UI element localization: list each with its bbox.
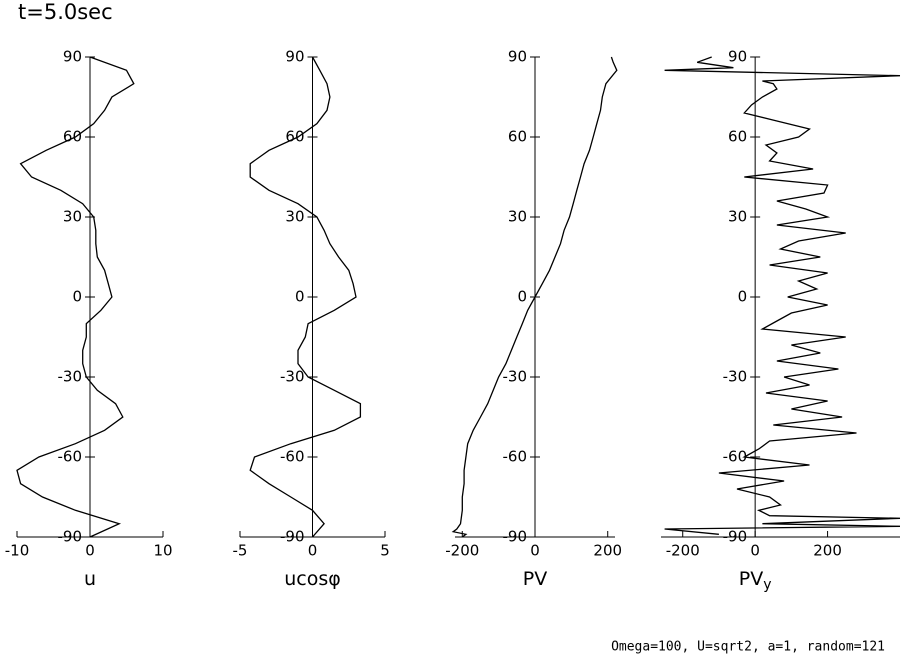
x-tick-label: -10: [5, 542, 30, 560]
profile-line: [664, 56, 901, 535]
y-tick-label: 30: [63, 208, 82, 226]
y-tick-label: -30: [723, 368, 748, 386]
x-tick-label: 10: [153, 542, 172, 560]
y-tick-label: 60: [285, 128, 304, 146]
profile-line: [16, 56, 135, 538]
x-tick-label: -5: [233, 542, 248, 560]
profile-line: [249, 56, 362, 538]
x-tick-label: 0: [530, 542, 540, 560]
y-tick-label: -60: [58, 448, 83, 466]
y-tick-label: -30: [503, 368, 528, 386]
y-tick-label: 30: [508, 208, 527, 226]
x-tick-label: 200: [813, 542, 842, 560]
y-tick-label: 90: [728, 48, 747, 66]
y-tick-label: 60: [508, 128, 527, 146]
y-tick-label: -30: [280, 368, 305, 386]
footer-note: Omega=100, U=sqrt2, a=1, random=121: [611, 640, 885, 654]
y-tick-label: 0: [72, 288, 82, 306]
x-axis-label-text: PV: [739, 568, 763, 590]
x-axis-label-subscript: y: [763, 577, 771, 593]
y-tick-label: -90: [280, 528, 305, 546]
x-axis-label: ucosφ: [284, 568, 341, 590]
x-tick-label: -200: [666, 542, 700, 560]
x-axis-label: u: [84, 568, 96, 590]
y-tick-label: 0: [738, 288, 748, 306]
y-tick-label: -90: [58, 528, 83, 546]
y-tick-label: -90: [503, 528, 528, 546]
x-tick-label: -200: [445, 542, 479, 560]
x-axis-label-text: ucosφ: [284, 568, 341, 590]
y-tick-label: 60: [63, 128, 82, 146]
y-tick-label: 0: [295, 288, 305, 306]
profile-line: [451, 56, 618, 538]
x-tick-label: 0: [750, 542, 760, 560]
y-tick-label: -90: [723, 528, 748, 546]
y-tick-label: -30: [58, 368, 83, 386]
y-tick-label: 30: [285, 208, 304, 226]
chart-title: t=5.0sec: [18, 0, 113, 24]
y-tick-label: 60: [728, 128, 747, 146]
x-tick-label: 200: [593, 542, 622, 560]
x-axis-label: PV: [523, 568, 547, 590]
x-axis-label-text: u: [84, 568, 96, 590]
y-tick-label: 90: [285, 48, 304, 66]
y-tick-label: 90: [63, 48, 82, 66]
y-tick-label: 0: [517, 288, 527, 306]
x-axis-label: PVy: [739, 568, 772, 594]
x-tick-label: 0: [85, 542, 95, 560]
x-axis-label-text: PV: [523, 568, 547, 590]
y-tick-label: -60: [723, 448, 748, 466]
y-tick-label: 30: [728, 208, 747, 226]
x-tick-label: 0: [308, 542, 318, 560]
y-tick-label: 90: [508, 48, 527, 66]
y-tick-label: -60: [280, 448, 305, 466]
y-tick-label: -60: [503, 448, 528, 466]
x-tick-label: 5: [380, 542, 390, 560]
